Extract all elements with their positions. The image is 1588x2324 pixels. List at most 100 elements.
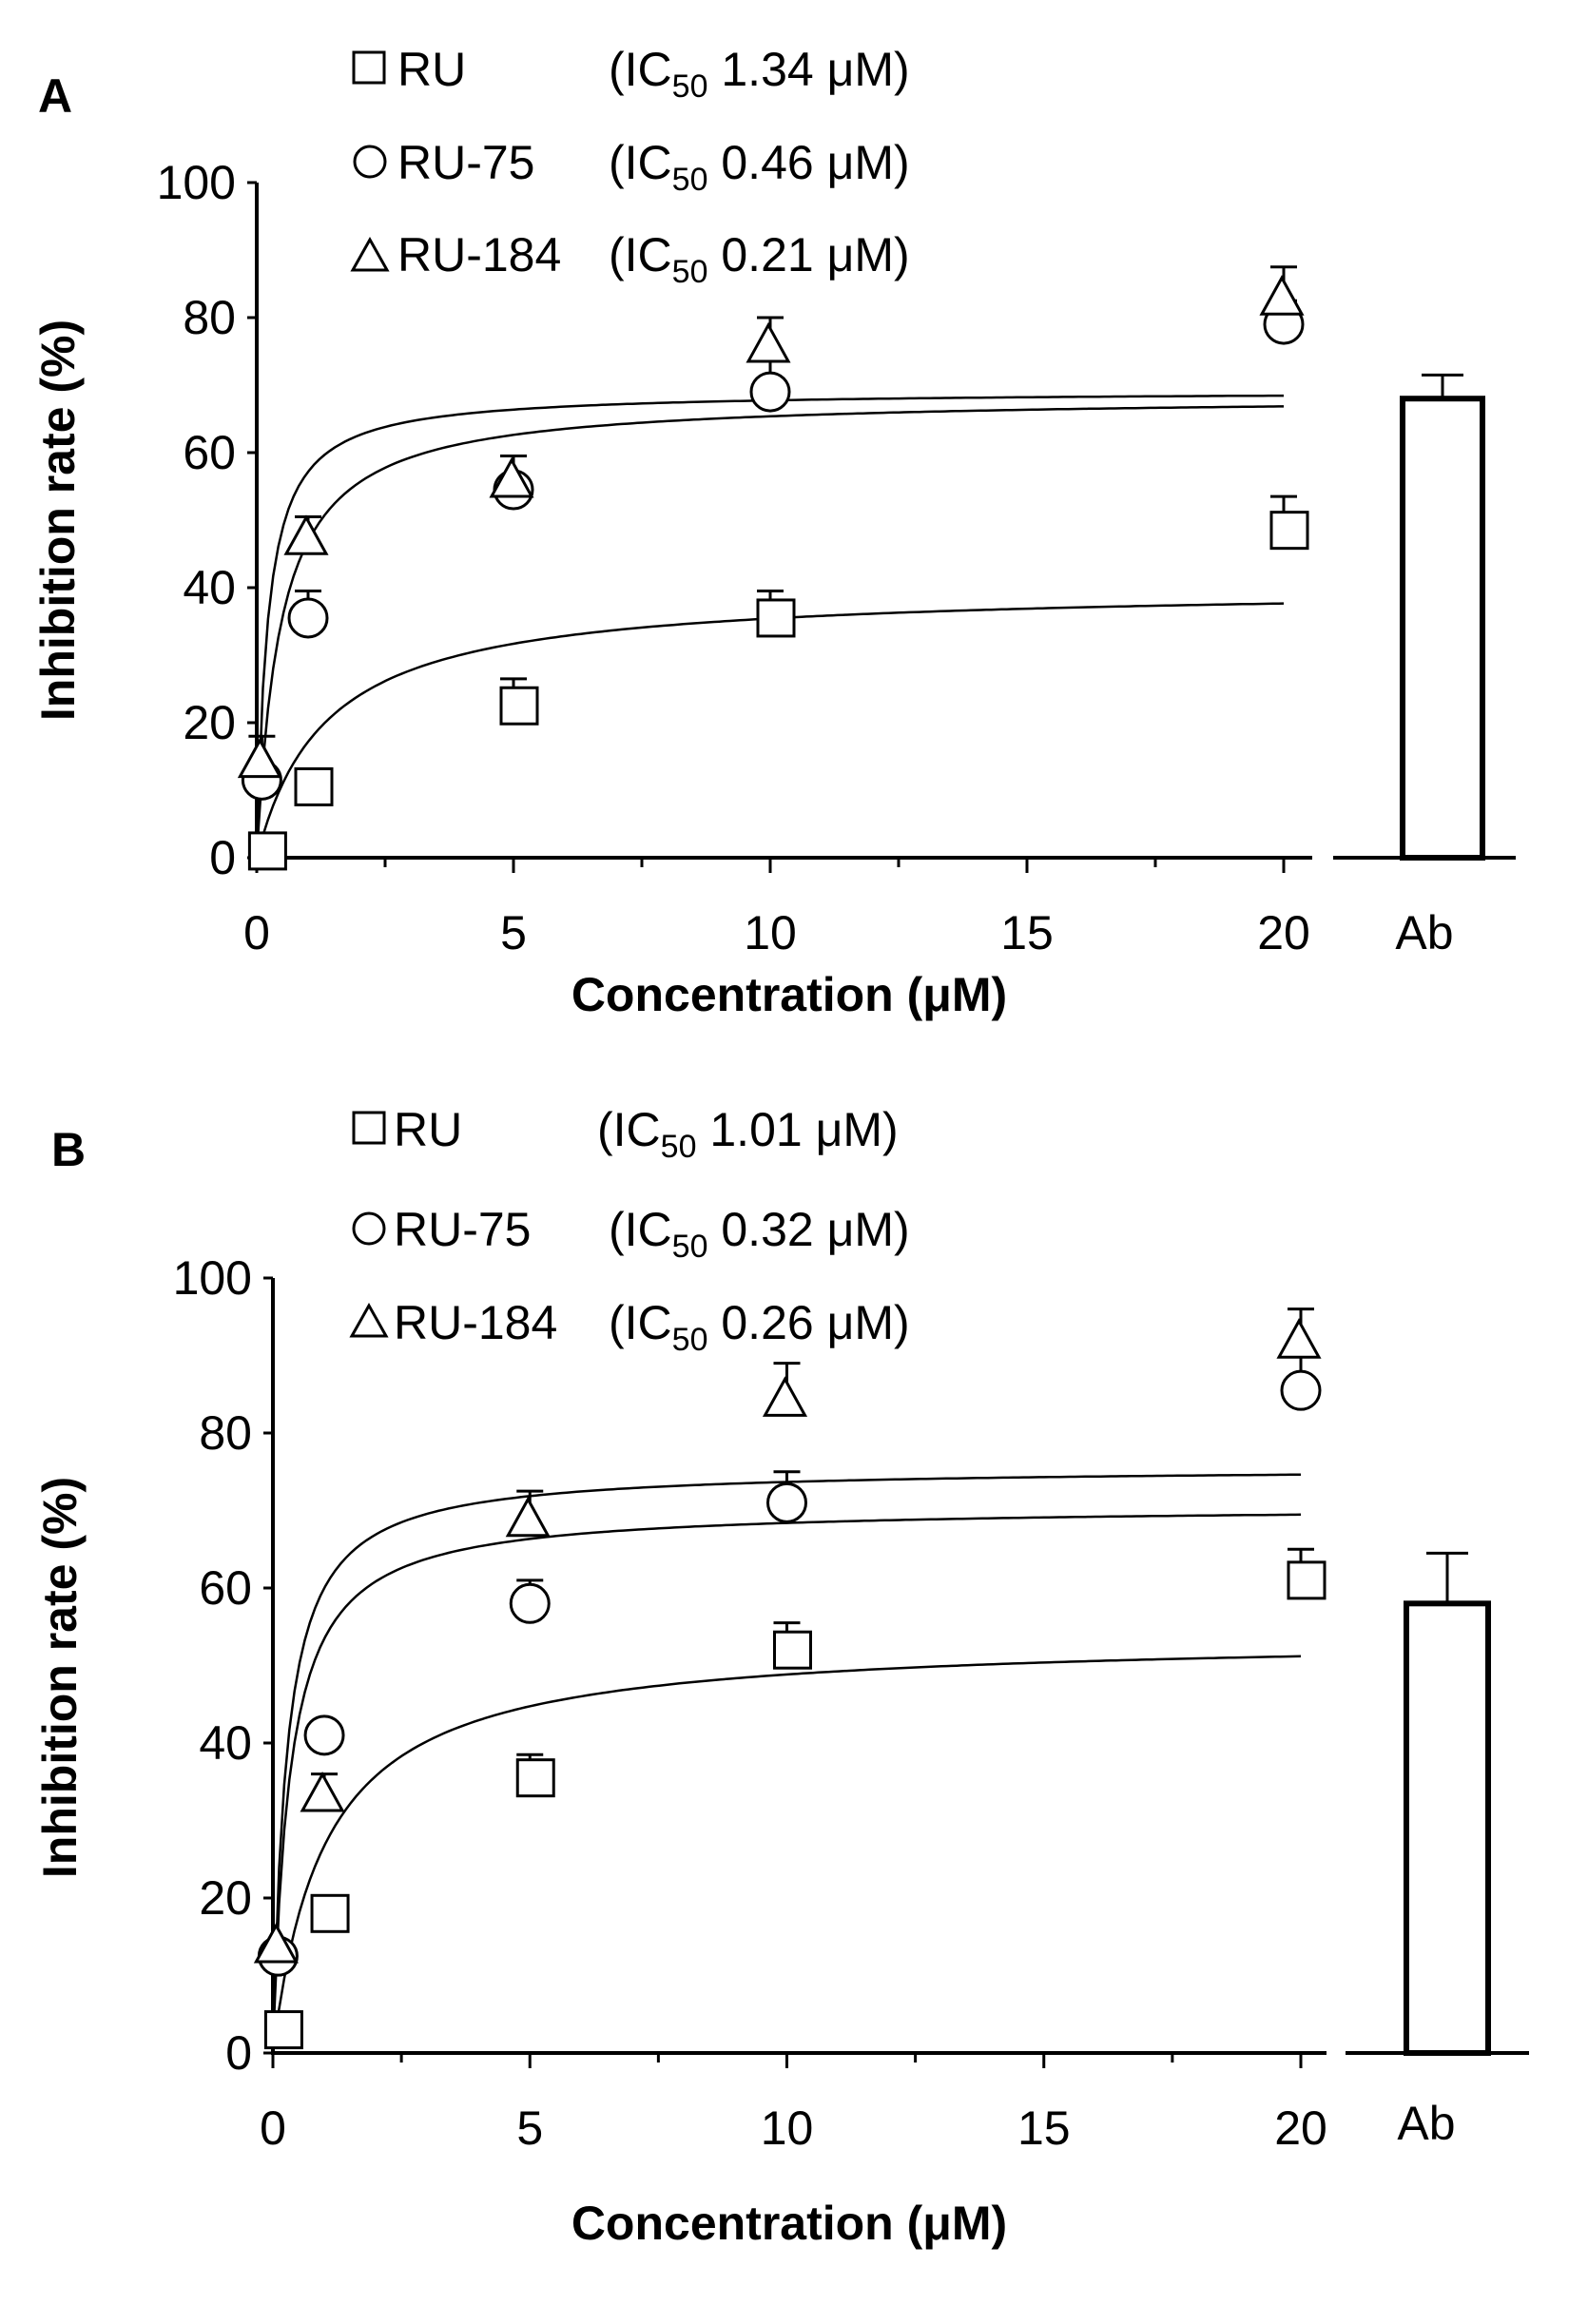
- legend-ic50: (IC50 0.46 μM): [609, 136, 910, 198]
- fit-curve-ru-75: [256, 405, 1284, 839]
- legend-ic50: (IC50 0.32 μM): [609, 1203, 910, 1265]
- y-axis-title: Inhibition rate (%): [31, 320, 85, 721]
- reference-bar-group: [1400, 373, 1485, 861]
- legend-entry-ru: RU (IC50 1.34 μM): [352, 43, 910, 105]
- data-point-triangle: [746, 321, 791, 363]
- y-tick-label: 100: [157, 156, 236, 209]
- y-ticks: 0 20 40 60 80 100: [157, 156, 257, 884]
- y-tick-label: 0: [209, 831, 236, 884]
- y-tick-label: 100: [173, 1251, 252, 1305]
- x-ticks: 0 5 10 15 20: [243, 858, 1310, 959]
- data-point-triangle: [283, 514, 329, 555]
- legend: RU (IC50 1.01 μM) RU-75 (IC50 0.32 μM) R…: [349, 1103, 910, 1358]
- x-ticks: 0 5 10 15 20: [260, 2053, 1327, 2155]
- x-tick-label: 15: [1017, 2101, 1071, 2155]
- y-ticks: 0 20 40 60 80 100: [173, 1251, 273, 2080]
- x-tick-label: 0: [243, 906, 270, 959]
- fit-curve-ru: [272, 1655, 1302, 2045]
- panel-label: A: [38, 69, 72, 123]
- error-bars: [311, 1307, 1314, 1798]
- y-axis-title: Inhibition rate (%): [33, 1477, 87, 1878]
- data-point-triangle: [300, 1771, 345, 1812]
- data-point-square: [310, 1893, 350, 1933]
- legend-circle-marker: [352, 1211, 386, 1246]
- legend-ic50: (IC50 1.01 μM): [597, 1103, 899, 1165]
- reference-bar-label: Ab: [1397, 2097, 1455, 2150]
- data-point-circle: [287, 597, 329, 639]
- panel-a: A RU (IC50 1.34 μM) RU-75 (IC50 0.46 μM)…: [31, 43, 1516, 1021]
- data-point-square: [515, 1758, 555, 1798]
- fit-curve-ru-75: [272, 1513, 1302, 2022]
- legend-square-marker: [352, 50, 386, 85]
- fit-curve-ru: [256, 602, 1285, 855]
- legend-entry-ru-184: RU-184 (IC50 0.21 μM): [350, 228, 910, 290]
- data-point-circle: [509, 1582, 551, 1624]
- x-tick-label: 5: [516, 2101, 543, 2155]
- y-tick-label: 20: [199, 1871, 252, 1925]
- data-point-triangle: [489, 456, 534, 498]
- data-point-square: [1287, 1560, 1327, 1600]
- data-point-triangle: [1259, 275, 1305, 316]
- legend-triangle-marker: [350, 236, 390, 272]
- legend-ic50: (IC50 0.21 μM): [609, 228, 910, 290]
- legend-entry-ru-184: RU-184 (IC50 0.26 μM): [349, 1296, 910, 1358]
- data-point-square: [294, 766, 334, 806]
- data-point-square: [247, 831, 287, 871]
- legend-series-name: RU-75: [394, 1203, 531, 1256]
- reference-bar: [1404, 1600, 1491, 2057]
- data-point-square: [499, 686, 539, 726]
- y-tick-label: 20: [183, 696, 236, 749]
- data-point-triangle: [1276, 1318, 1322, 1359]
- legend-ic50: (IC50 0.26 μM): [609, 1296, 910, 1358]
- x-tick-label: 20: [1274, 2101, 1327, 2155]
- legend-series-name: RU-75: [397, 136, 534, 189]
- data-point-triangle: [505, 1496, 551, 1538]
- data-point-triangle: [762, 1376, 808, 1417]
- legend-series-name: RU-184: [397, 228, 561, 281]
- y-tick-label: 40: [183, 561, 236, 614]
- data-point-square: [1269, 511, 1309, 551]
- data-point-triangle: [253, 1922, 299, 1964]
- fit-curve-ru-184: [272, 1473, 1301, 2012]
- y-tick-label: 0: [225, 2026, 252, 2080]
- data-point-circle: [766, 1482, 807, 1523]
- x-tick-label: 0: [260, 2101, 286, 2155]
- reference-bar-group: [1404, 1551, 1491, 2057]
- legend-circle-marker: [353, 145, 387, 179]
- x-tick-label: 5: [500, 906, 527, 959]
- x-tick-label: 15: [1000, 906, 1054, 959]
- panel-label: B: [51, 1123, 86, 1176]
- legend-series-name: RU: [397, 43, 466, 96]
- legend-ic50: (IC50 1.34 μM): [609, 43, 910, 105]
- data-markers: [237, 275, 1309, 871]
- legend-triangle-marker: [349, 1302, 389, 1338]
- y-tick-label: 40: [199, 1716, 252, 1770]
- fit-curves: [272, 1473, 1302, 2045]
- panel-b: B RU (IC50 1.01 μM) RU-75 (IC50 0.32 μM)…: [33, 1103, 1529, 2250]
- y-tick-label: 80: [183, 291, 236, 344]
- legend-entry-ru-75: RU-75 (IC50 0.46 μM): [353, 136, 910, 198]
- data-point-square: [773, 1630, 812, 1670]
- data-point-square: [263, 2010, 303, 2050]
- data-point-triangle: [237, 737, 282, 779]
- data-point-circle: [303, 1714, 345, 1756]
- data-point-circle: [1280, 1369, 1322, 1411]
- legend-entry-ru-75: RU-75 (IC50 0.32 μM): [352, 1203, 910, 1265]
- x-tick-label: 10: [744, 906, 797, 959]
- data-point-square: [756, 598, 796, 638]
- legend-series-name: RU-184: [394, 1296, 557, 1349]
- legend-series-name: RU: [394, 1103, 462, 1156]
- data-point-circle: [749, 371, 791, 413]
- y-tick-label: 60: [199, 1561, 252, 1615]
- x-tick-label: 10: [761, 2101, 814, 2155]
- data-markers: [253, 1318, 1327, 2050]
- legend-square-marker: [352, 1111, 386, 1145]
- y-tick-label: 80: [199, 1406, 252, 1460]
- x-axis-title: Concentration (μM): [571, 968, 1007, 1021]
- y-tick-label: 60: [183, 426, 236, 479]
- legend-entry-ru: RU (IC50 1.01 μM): [352, 1103, 899, 1165]
- x-axis-title: Concentration (μM): [571, 2197, 1007, 2250]
- legend: RU (IC50 1.34 μM) RU-75 (IC50 0.46 μM) R…: [350, 43, 910, 290]
- x-tick-label: 20: [1257, 906, 1310, 959]
